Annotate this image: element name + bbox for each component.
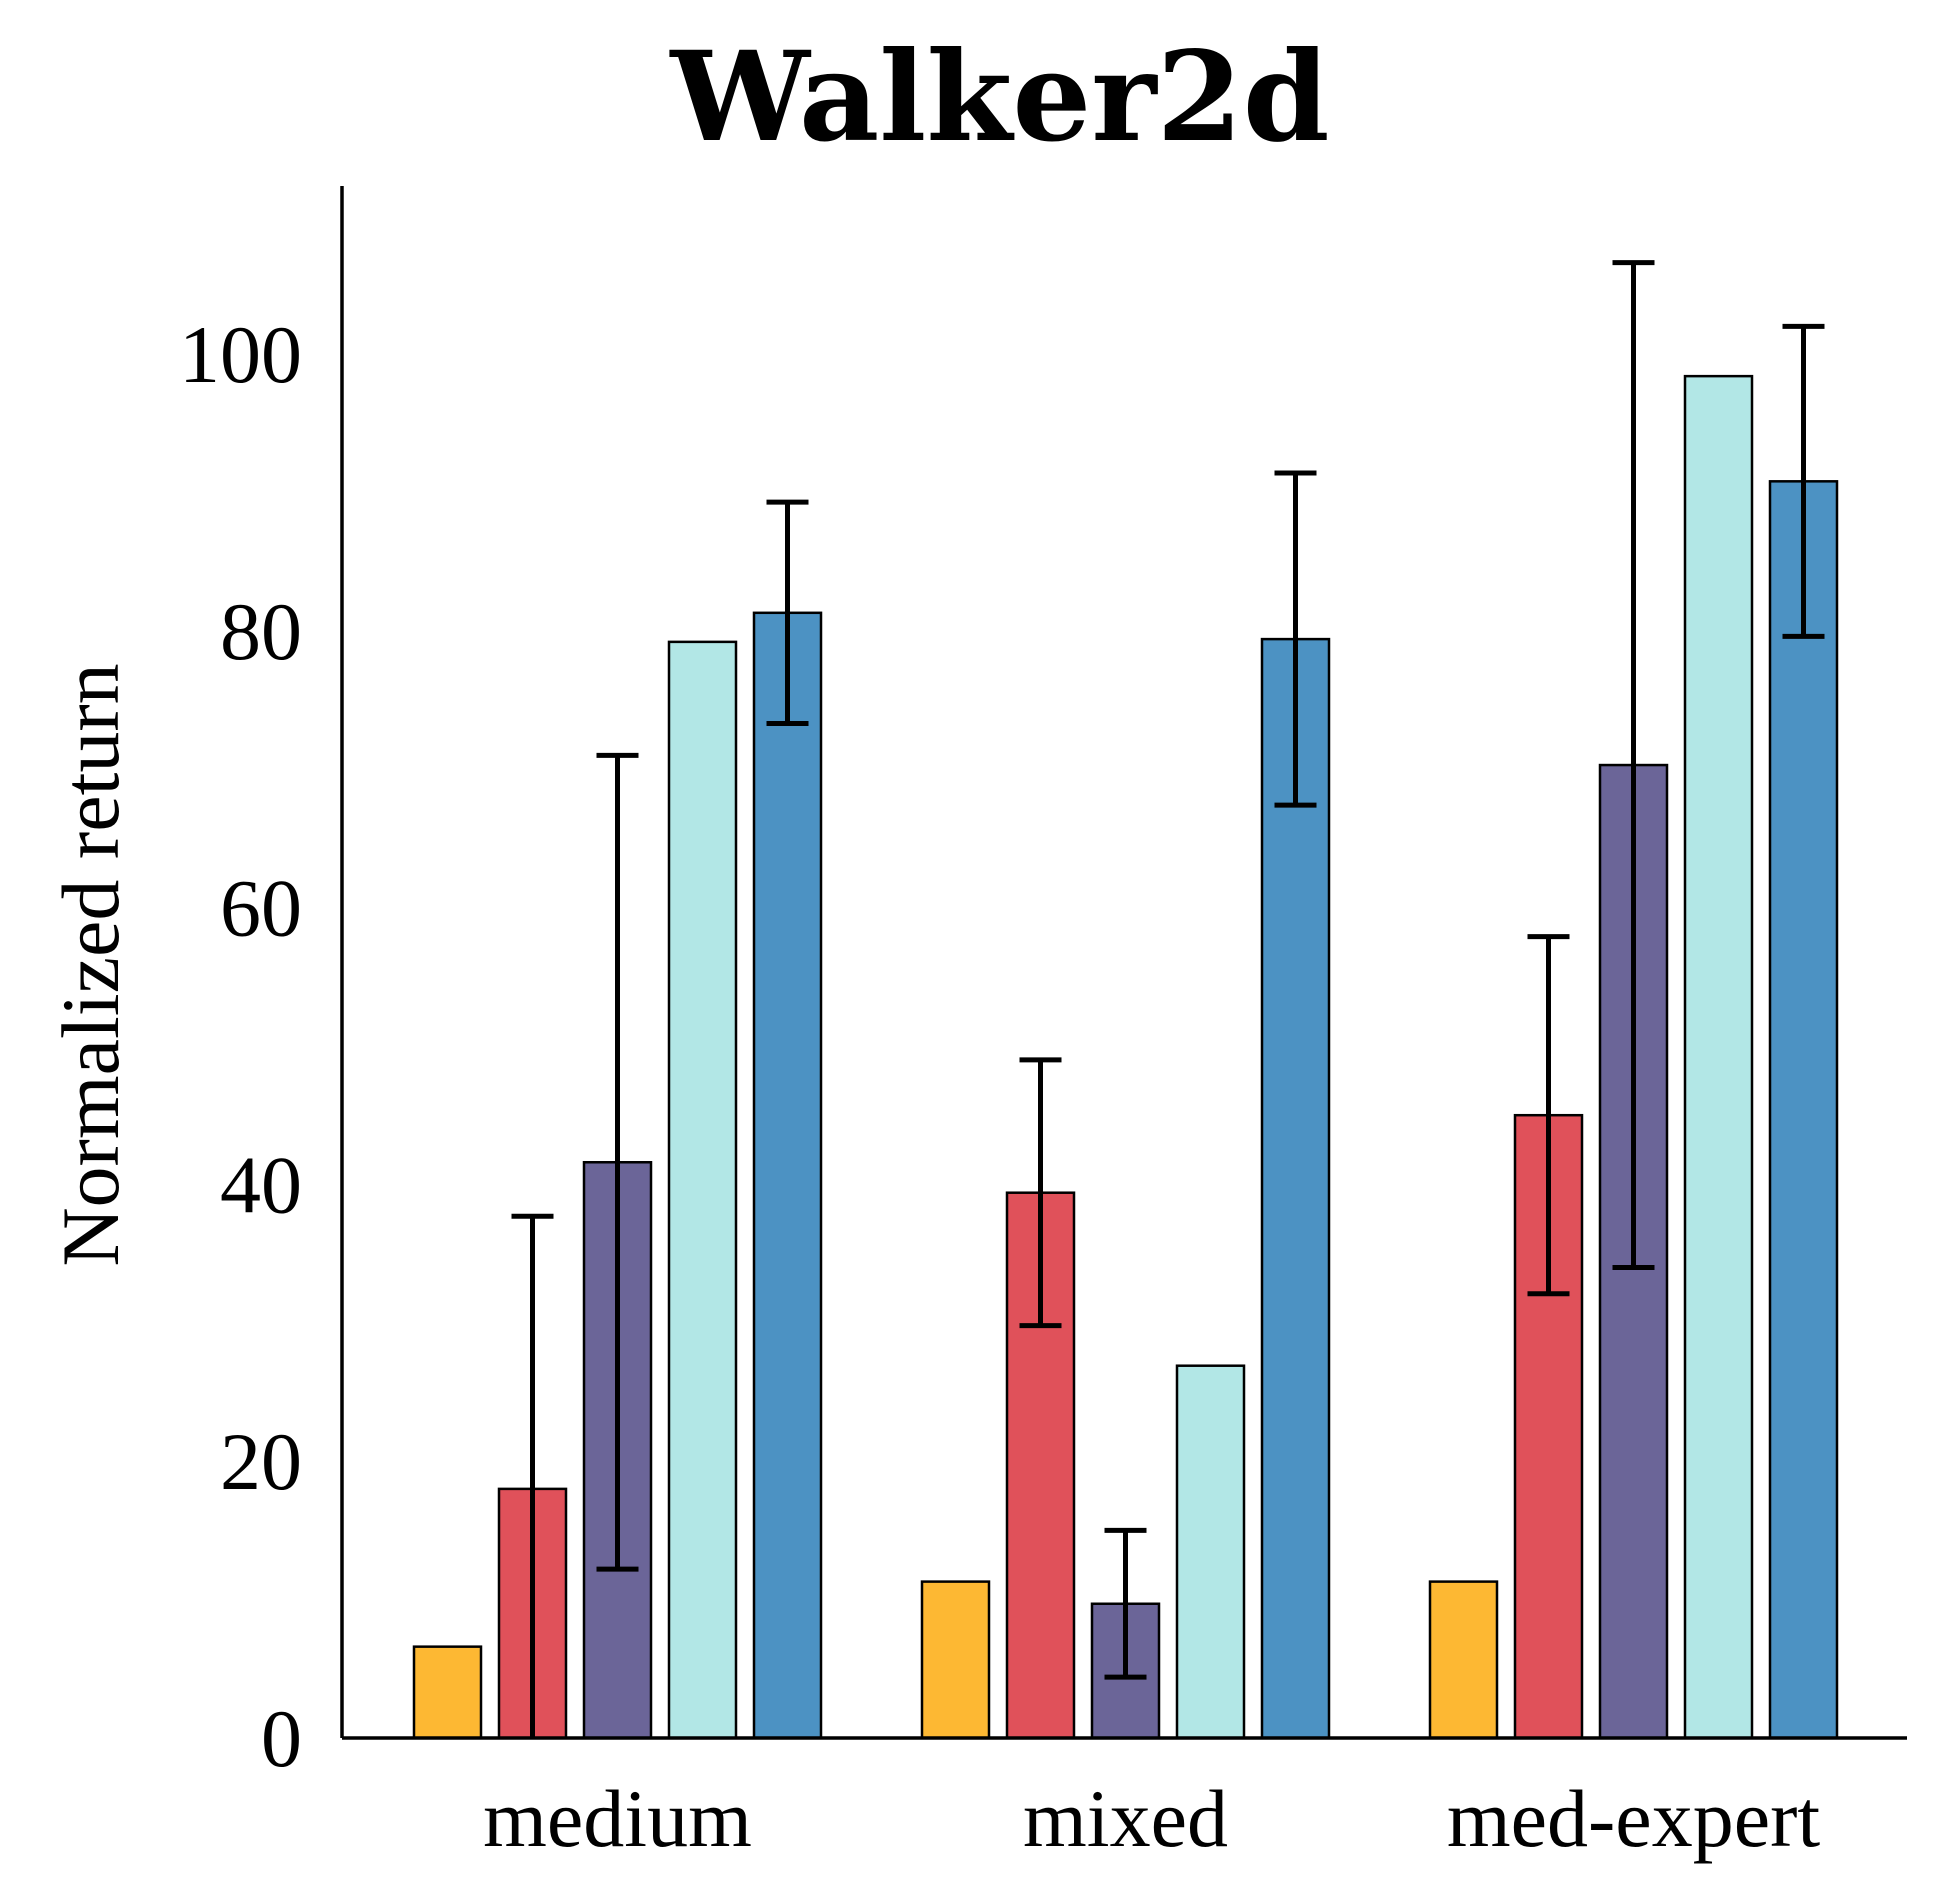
error-bar (1274, 470, 1317, 808)
y-tick-label: 60 (220, 863, 302, 954)
error-bar (511, 1213, 554, 1738)
x-axis-labels: medium mixed med-expert (483, 1773, 1820, 1864)
error-bar (1019, 1057, 1062, 1329)
error-bar (766, 499, 809, 727)
y-axis-label: Normalized return (45, 663, 136, 1266)
bar (412, 1645, 483, 1740)
error-bar (1782, 323, 1825, 639)
bar (920, 1580, 991, 1740)
error-bars (511, 260, 1825, 1738)
error-bar (596, 752, 639, 1572)
bar (1768, 480, 1839, 1740)
y-tick-label: 20 (220, 1416, 302, 1507)
y-tick-label: 40 (220, 1139, 302, 1230)
bar (1175, 1364, 1246, 1740)
error-bar (1104, 1527, 1147, 1680)
category-label: medium (483, 1773, 752, 1864)
category-label: mixed (1023, 1773, 1228, 1864)
y-tick-label: 80 (220, 586, 302, 677)
bar (1428, 1580, 1499, 1740)
y-axis-ticks: 0 20 40 60 80 100 (179, 309, 302, 1784)
bar (752, 611, 823, 1740)
y-tick-label: 100 (179, 309, 302, 400)
error-bar (1612, 260, 1655, 1270)
error-bar (1527, 934, 1570, 1297)
bar (1683, 374, 1754, 1740)
chart-title: Walker2d (668, 25, 1329, 170)
y-tick-label: 0 (261, 1693, 302, 1784)
bar (667, 640, 738, 1740)
category-label: med-expert (1447, 1773, 1821, 1864)
